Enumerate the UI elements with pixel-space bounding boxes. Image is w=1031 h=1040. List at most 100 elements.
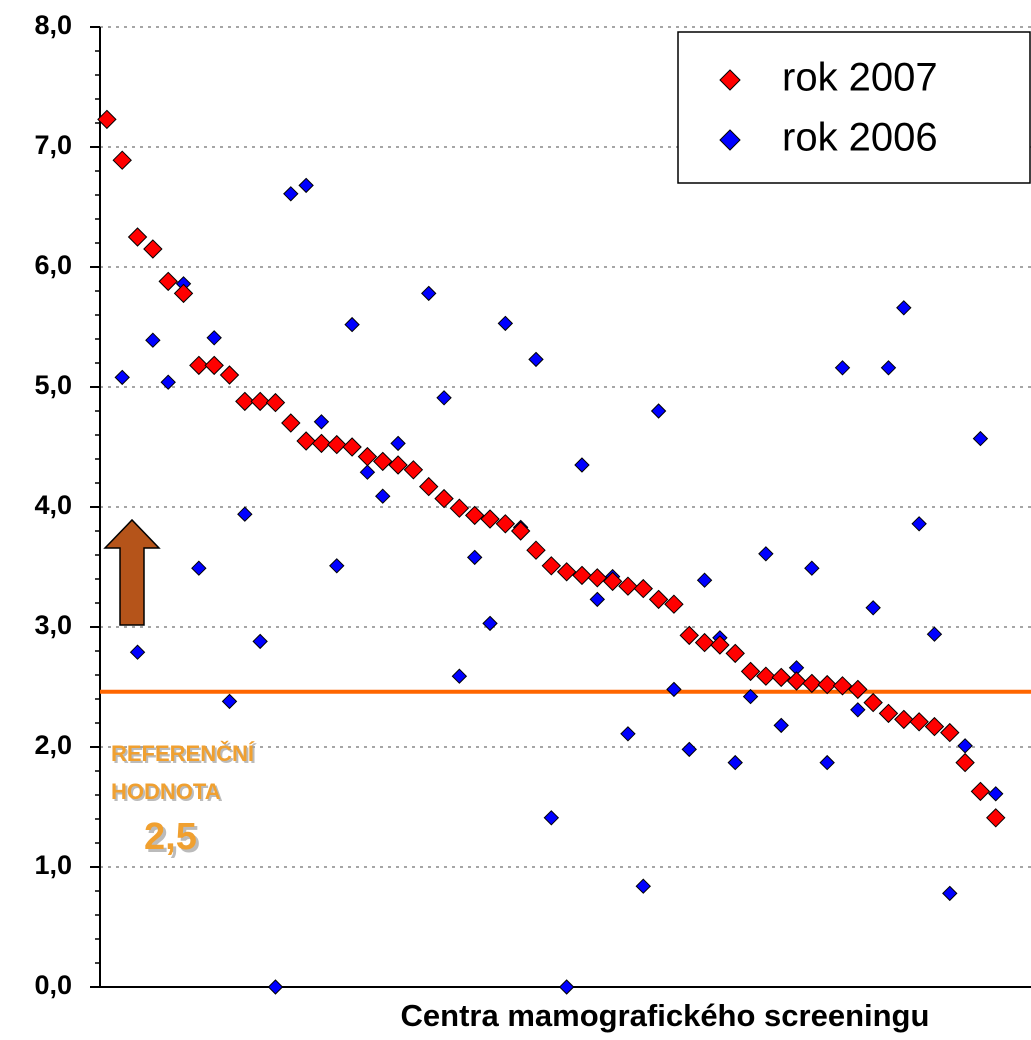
point [526, 540, 546, 560]
point [281, 413, 301, 433]
point [727, 754, 743, 771]
point [635, 878, 651, 894]
point [421, 285, 437, 302]
point [173, 283, 194, 304]
point [679, 625, 699, 646]
y-tick-label: 3,0 [34, 610, 72, 640]
point [574, 457, 590, 473]
point [725, 643, 745, 664]
point [112, 150, 132, 170]
point [955, 752, 975, 773]
point [681, 741, 697, 758]
point [375, 488, 391, 504]
point [556, 562, 577, 582]
point [357, 446, 378, 467]
point [942, 885, 958, 902]
point [160, 374, 176, 390]
point [880, 360, 897, 376]
point [528, 351, 544, 368]
point [618, 576, 638, 596]
point [359, 464, 376, 480]
point [972, 430, 989, 447]
point [419, 476, 439, 497]
reference-label: 2,5 [144, 816, 197, 858]
legend-marker [719, 69, 741, 91]
point [988, 786, 1004, 802]
point [480, 509, 500, 529]
point [265, 392, 286, 413]
point [451, 668, 468, 684]
point [390, 435, 406, 452]
point [894, 709, 914, 730]
point [970, 781, 991, 802]
point [143, 239, 163, 259]
point [758, 546, 774, 562]
point [771, 667, 791, 688]
point [773, 717, 789, 734]
point [329, 558, 345, 574]
point [740, 661, 761, 682]
point [694, 632, 715, 653]
point [710, 635, 730, 655]
point [850, 702, 866, 718]
point [373, 451, 393, 472]
y-tick-label: 7,0 [34, 130, 72, 160]
point [145, 332, 161, 348]
annotation-shadow: HODNOTA [113, 781, 223, 806]
point [127, 227, 148, 247]
point [466, 549, 483, 566]
point [267, 979, 284, 995]
point [252, 633, 268, 650]
point [221, 693, 238, 710]
y-tick-label: 2,0 [34, 730, 72, 760]
point [848, 679, 868, 700]
point [786, 671, 807, 691]
point [250, 391, 270, 412]
y-tick-label: 1,0 [34, 850, 72, 880]
legend-label: rok 2007 [782, 56, 938, 100]
point [206, 330, 222, 346]
reference-label-shadow: 2,5 [147, 819, 200, 861]
point [434, 488, 454, 509]
point [298, 177, 314, 194]
point [388, 455, 408, 475]
point [344, 316, 360, 333]
point [742, 688, 759, 705]
y-tick-label: 8,0 [34, 10, 72, 40]
point [896, 300, 912, 316]
point [620, 726, 636, 742]
point [986, 808, 1006, 828]
point [819, 754, 835, 771]
point [602, 571, 623, 592]
point [802, 673, 822, 694]
point [436, 390, 452, 406]
point [666, 681, 682, 698]
point [158, 271, 178, 292]
point [650, 403, 667, 419]
point [940, 722, 960, 743]
point [633, 578, 653, 599]
point [804, 560, 820, 576]
point [664, 594, 684, 614]
point [449, 498, 470, 518]
point [97, 109, 117, 130]
point [327, 434, 347, 455]
point [114, 369, 130, 386]
point [863, 692, 883, 713]
point [911, 516, 927, 532]
point [204, 355, 224, 376]
annotation-shadow: REFERENČNÍ [113, 743, 257, 768]
point [342, 437, 362, 457]
point [497, 315, 514, 332]
annotation: REFERENČNÍ [111, 741, 255, 766]
point [832, 676, 853, 696]
point [589, 591, 606, 608]
y-tick-label: 5,0 [34, 370, 72, 400]
y-tick-label: 4,0 [34, 490, 72, 520]
point [817, 674, 837, 695]
point [403, 460, 424, 480]
point [283, 186, 299, 202]
point [219, 365, 240, 385]
point [909, 712, 929, 732]
